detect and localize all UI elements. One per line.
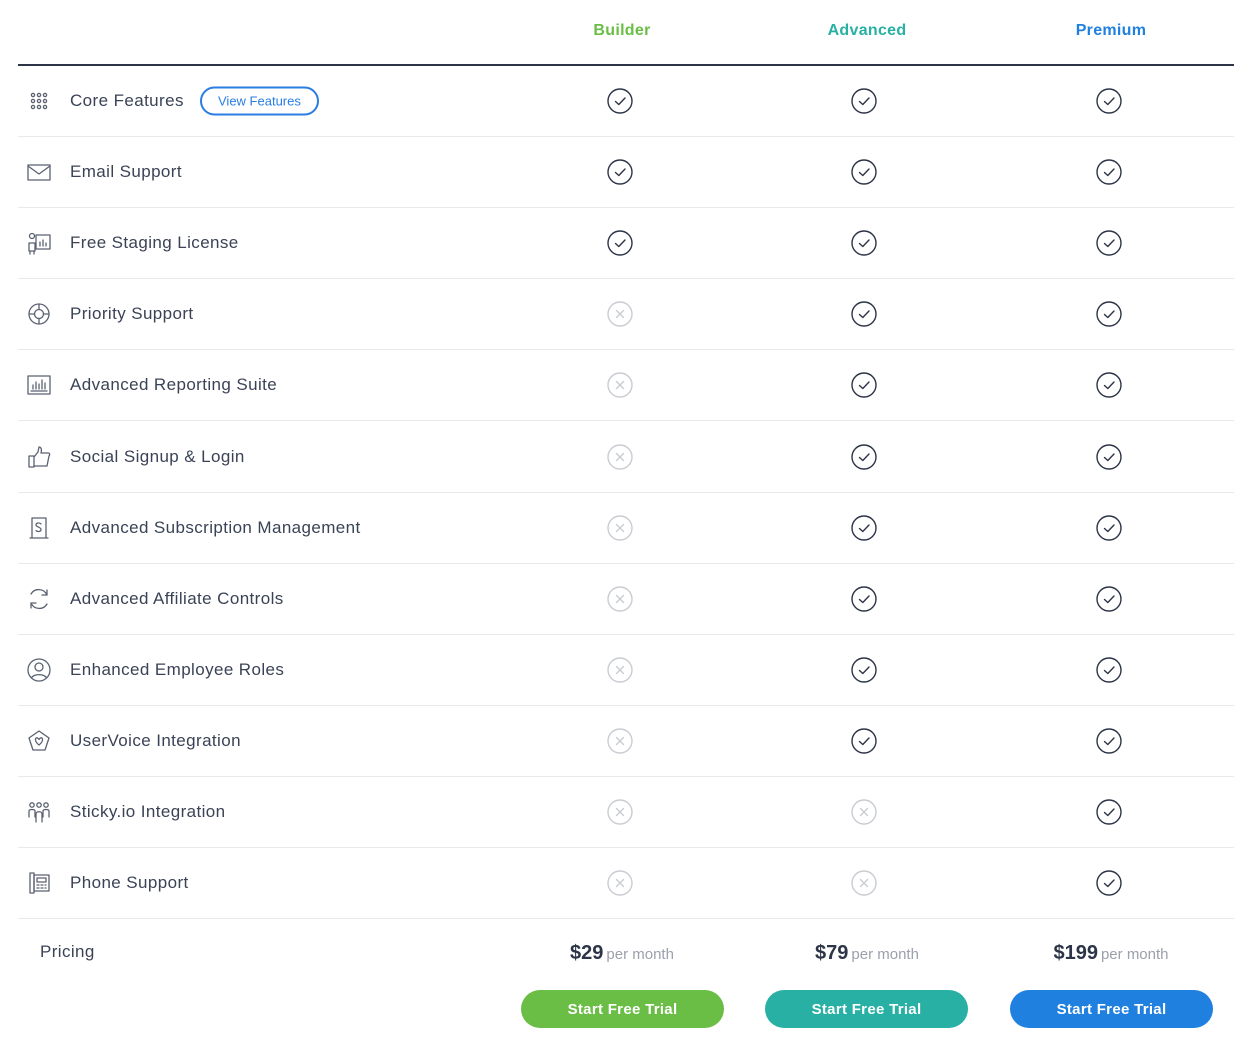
lifebuoy-icon [26, 301, 52, 327]
check-icon-advanced [851, 656, 878, 683]
feature-row: Advanced Affiliate Controls [18, 564, 1234, 635]
feature-label: Advanced Affiliate Controls [70, 588, 284, 608]
receipt-dollar-icon [26, 515, 52, 541]
check-icon-premium [1096, 230, 1123, 257]
check-icon-advanced [851, 159, 878, 186]
check-icon-advanced [851, 585, 878, 612]
feature-row: Advanced Reporting Suite [18, 350, 1234, 422]
check-icon-premium [1096, 798, 1123, 825]
feature-label: Advanced Subscription Management [70, 517, 361, 537]
check-icon-builder [607, 88, 634, 115]
presenter-chart-icon [26, 230, 52, 256]
feature-label: Advanced Reporting Suite [70, 375, 278, 395]
check-icon-advanced [851, 727, 878, 754]
check-icon-builder [607, 159, 634, 186]
view-features-button[interactable]: View Features [200, 86, 319, 116]
feature-label: UserVoice Integration [70, 730, 241, 750]
cross-icon-builder [607, 727, 634, 754]
cross-icon-advanced [851, 798, 878, 825]
check-icon-premium [1096, 159, 1123, 186]
price-period: per month [851, 946, 919, 963]
check-icon-advanced [851, 443, 878, 470]
thumbs-up-icon [26, 444, 52, 470]
pricing-label: Pricing [40, 942, 95, 961]
team-group-icon [26, 799, 52, 825]
feature-label: Priority Support [70, 304, 194, 324]
feature-row: Email Support [18, 137, 1234, 209]
start-trial-builder-button[interactable]: Start Free Trial [521, 990, 724, 1028]
plan-name-builder: Builder [593, 22, 651, 39]
price-advanced: $79 per month [745, 942, 989, 965]
check-icon-premium [1096, 88, 1123, 115]
feature-row: Core Features View Features [18, 66, 1234, 138]
feature-row: UserVoice Integration [18, 706, 1234, 777]
feature-row: Advanced Subscription Management [18, 493, 1234, 564]
check-icon-builder [607, 230, 634, 257]
cross-icon-builder [607, 372, 634, 399]
feature-label: Free Staging License [70, 233, 239, 253]
feature-label: Social Signup & Login [70, 446, 245, 466]
plan-name-advanced: Advanced [827, 22, 907, 39]
desk-phone-icon [26, 870, 52, 896]
bar-chart-icon [26, 372, 52, 398]
start-trial-advanced-button[interactable]: Start Free Trial [765, 990, 968, 1028]
feature-table: Core Features View Features Email Support F… [18, 66, 1234, 920]
cross-icon-builder [607, 656, 634, 683]
check-icon-premium [1096, 727, 1123, 754]
envelope-icon [26, 159, 52, 185]
check-icon-advanced [851, 372, 878, 399]
plan-name-premium: Premium [1075, 22, 1147, 39]
price-period: per month [1100, 946, 1169, 963]
cross-icon-builder [607, 443, 634, 470]
feature-row: Phone Support [18, 848, 1234, 920]
check-icon-premium [1096, 372, 1123, 399]
check-icon-premium [1096, 656, 1123, 683]
check-icon-premium [1096, 301, 1123, 328]
check-icon-premium [1096, 443, 1123, 470]
price-amount: $199 [1053, 942, 1098, 964]
check-icon-advanced [851, 514, 878, 541]
price-amount: $79 [815, 942, 849, 964]
price-premium: $199 per month [989, 942, 1233, 965]
cross-icon-advanced [851, 870, 878, 897]
price-period: per month [606, 946, 674, 963]
feature-row: Social Signup & Login [18, 421, 1234, 493]
cross-icon-builder [607, 514, 634, 541]
check-icon-premium [1096, 870, 1123, 897]
price-builder: $29 per month [500, 942, 744, 965]
check-icon-advanced [851, 230, 878, 257]
grid-dots-icon [26, 88, 52, 114]
cross-icon-builder [607, 870, 634, 897]
price-amount: $29 [570, 942, 604, 964]
check-icon-advanced [851, 88, 878, 115]
user-circle-icon [26, 657, 52, 683]
refresh-cycle-icon [26, 586, 52, 612]
check-icon-premium [1096, 585, 1123, 612]
feature-row: Free Staging License [18, 208, 1234, 280]
cross-icon-builder [607, 798, 634, 825]
feature-row: Enhanced Employee Roles [18, 635, 1234, 706]
start-trial-premium-button[interactable]: Start Free Trial [1010, 990, 1213, 1028]
check-icon-advanced [851, 301, 878, 328]
feature-label: Core Features [70, 91, 184, 111]
cross-icon-builder [607, 585, 634, 612]
megaphone-heart-icon [26, 728, 52, 754]
feature-label: Sticky.io Integration [70, 801, 226, 821]
feature-label: Enhanced Employee Roles [70, 659, 285, 679]
check-icon-premium [1096, 514, 1123, 541]
plan-header: Builder Advanced Premium [18, 0, 1234, 66]
feature-label: Email Support [70, 162, 182, 182]
cross-icon-builder [607, 301, 634, 328]
feature-row: Priority Support [18, 279, 1234, 351]
feature-label: Phone Support [70, 873, 189, 893]
feature-row: Sticky.io Integration [18, 777, 1234, 849]
